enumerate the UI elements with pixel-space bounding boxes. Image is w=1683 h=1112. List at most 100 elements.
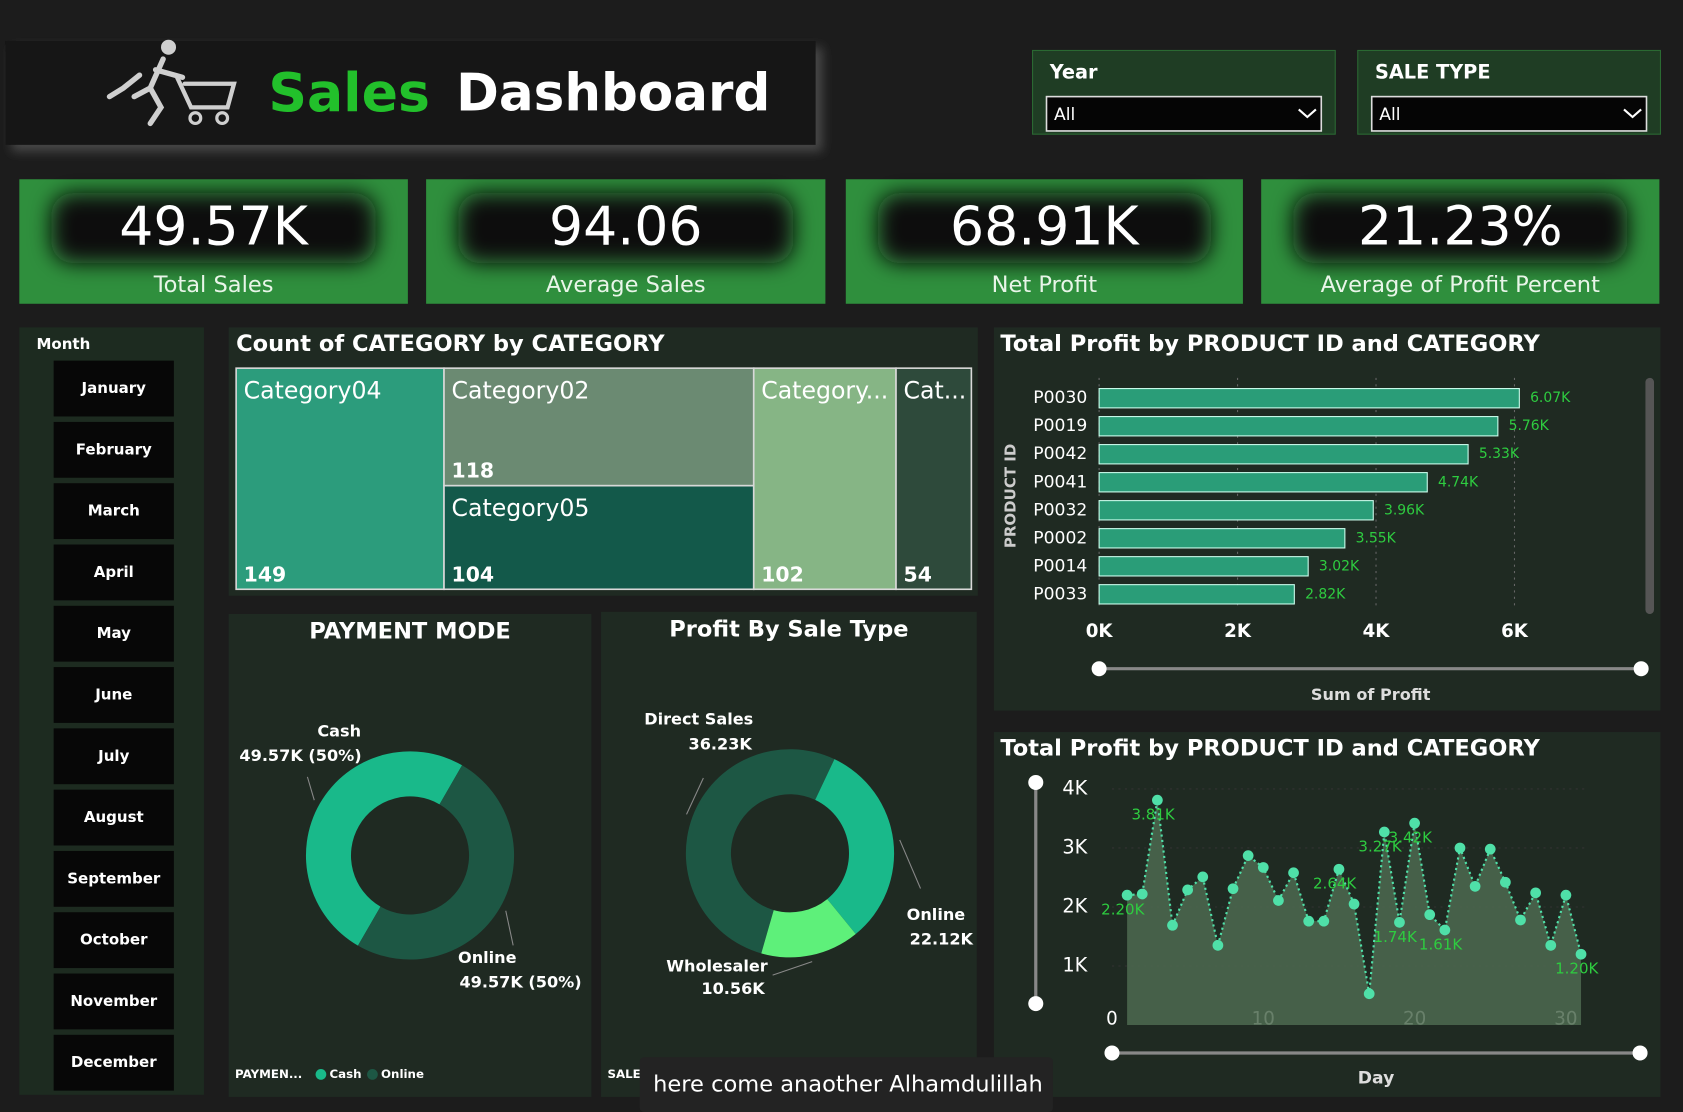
donut-slice bbox=[685, 749, 835, 954]
donut-slice bbox=[761, 899, 856, 958]
kpi-value: 49.57K bbox=[119, 194, 310, 257]
point bbox=[1469, 880, 1481, 892]
point-label: 3.42K bbox=[1389, 829, 1433, 847]
slider-handle[interactable] bbox=[1633, 661, 1649, 677]
treemap-value: 118 bbox=[452, 459, 495, 483]
bar-value-label: 5.33K bbox=[1479, 446, 1520, 462]
point bbox=[1242, 850, 1254, 861]
chart-title: PAYMENT MODE bbox=[309, 619, 511, 645]
month-button[interactable] bbox=[53, 605, 174, 662]
kpi-value: 68.91K bbox=[950, 194, 1141, 257]
month-button[interactable] bbox=[53, 483, 174, 540]
month-button[interactable] bbox=[53, 850, 174, 907]
month-button[interactable] bbox=[53, 789, 174, 846]
point bbox=[1121, 889, 1133, 901]
point-label: 2.64K bbox=[1313, 875, 1357, 893]
bar-value-label: 3.55K bbox=[1356, 530, 1397, 546]
slice-value: 49.57K (50%) bbox=[459, 973, 581, 992]
month-label: August bbox=[84, 808, 144, 826]
point bbox=[1439, 924, 1451, 936]
point bbox=[1530, 887, 1542, 899]
point bbox=[1333, 863, 1345, 875]
filter-value: All bbox=[1379, 105, 1400, 125]
slider-handle[interactable] bbox=[1028, 996, 1044, 1012]
legend-swatch bbox=[367, 1069, 378, 1080]
point bbox=[1575, 948, 1587, 960]
month-button[interactable] bbox=[53, 667, 174, 723]
slider-handle[interactable] bbox=[1028, 774, 1044, 790]
y-tick-label: P0019 bbox=[1033, 416, 1087, 436]
y-tick-label: P0042 bbox=[1033, 444, 1087, 464]
bar-value-label: 3.96K bbox=[1384, 502, 1425, 518]
kpi-label: Total Sales bbox=[153, 272, 274, 298]
point-label: 1.20K bbox=[1555, 960, 1599, 978]
month-label: November bbox=[70, 992, 157, 1010]
x-tick-label: 0 bbox=[1106, 1009, 1118, 1030]
point bbox=[1515, 914, 1526, 926]
slicer-title: Month bbox=[36, 335, 90, 353]
month-button[interactable] bbox=[53, 1034, 174, 1091]
x-tick-label: 4K bbox=[1363, 621, 1391, 642]
slider-handle[interactable] bbox=[1104, 1045, 1120, 1061]
x-tick-label: 0K bbox=[1086, 621, 1114, 642]
filter-label: SALE TYPE bbox=[1375, 60, 1491, 83]
slice-label: Online bbox=[458, 948, 517, 967]
bar bbox=[1098, 556, 1309, 577]
point bbox=[1454, 842, 1466, 854]
point-label: 1.74K bbox=[1374, 928, 1418, 946]
slider-handle[interactable] bbox=[1632, 1045, 1648, 1061]
month-button[interactable] bbox=[53, 973, 174, 1030]
point-label: 1.61K bbox=[1419, 936, 1463, 954]
month-label: January bbox=[81, 379, 147, 397]
treemap-value: 104 bbox=[452, 562, 495, 586]
bar bbox=[1098, 472, 1428, 493]
bar-value-label: 5.76K bbox=[1509, 418, 1550, 434]
treemap-cell bbox=[235, 367, 445, 591]
point bbox=[1363, 988, 1375, 1000]
bar-value-label: 3.02K bbox=[1319, 558, 1360, 574]
filter-value: All bbox=[1054, 105, 1075, 125]
scrollbar[interactable] bbox=[1645, 377, 1655, 614]
month-label: October bbox=[80, 931, 148, 949]
bar bbox=[1098, 416, 1499, 437]
month-button[interactable] bbox=[53, 912, 174, 969]
kpi-glow bbox=[458, 193, 794, 263]
point-label: 2.20K bbox=[1101, 901, 1145, 919]
kpi-glow bbox=[1293, 193, 1628, 263]
caption-box bbox=[639, 1057, 1053, 1112]
slice-value: 22.12K bbox=[910, 930, 974, 949]
treemap-category: Category... bbox=[761, 376, 888, 404]
leader-line bbox=[686, 777, 704, 815]
filter-dropdown[interactable] bbox=[1045, 95, 1323, 132]
point bbox=[1545, 939, 1557, 951]
bar-value-label: 2.82K bbox=[1305, 586, 1346, 602]
point bbox=[1273, 895, 1284, 906]
point bbox=[1288, 867, 1299, 879]
legend-title: PAYMEN... bbox=[235, 1067, 302, 1081]
caption: here come anaother Alhamdulillah bbox=[653, 1072, 1043, 1098]
slice-value: 10.56K bbox=[701, 979, 765, 998]
month-button[interactable] bbox=[53, 421, 174, 478]
month-button[interactable] bbox=[53, 728, 174, 785]
x-axis-title: Day bbox=[1358, 1069, 1394, 1089]
treemap-cell bbox=[443, 367, 755, 487]
slice-label: Online bbox=[907, 905, 966, 924]
point bbox=[1182, 884, 1194, 896]
bar-value-label: 4.74K bbox=[1438, 474, 1479, 490]
cart-icon bbox=[106, 39, 237, 127]
treemap-cell bbox=[443, 484, 755, 591]
point bbox=[1318, 915, 1330, 927]
treemap-category: Category05 bbox=[452, 494, 590, 522]
slider-handle[interactable] bbox=[1091, 661, 1107, 677]
legend-swatch bbox=[315, 1069, 327, 1080]
point bbox=[1136, 888, 1148, 900]
filter-dropdown[interactable] bbox=[1370, 95, 1648, 132]
y-tick-label: 2K bbox=[1062, 894, 1088, 917]
leader-line bbox=[505, 910, 514, 946]
month-button[interactable] bbox=[53, 360, 174, 417]
x-axis-title: Sum of Profit bbox=[1311, 685, 1431, 704]
chart-panel bbox=[228, 613, 592, 1097]
month-button[interactable] bbox=[53, 544, 174, 601]
point bbox=[1212, 939, 1224, 951]
